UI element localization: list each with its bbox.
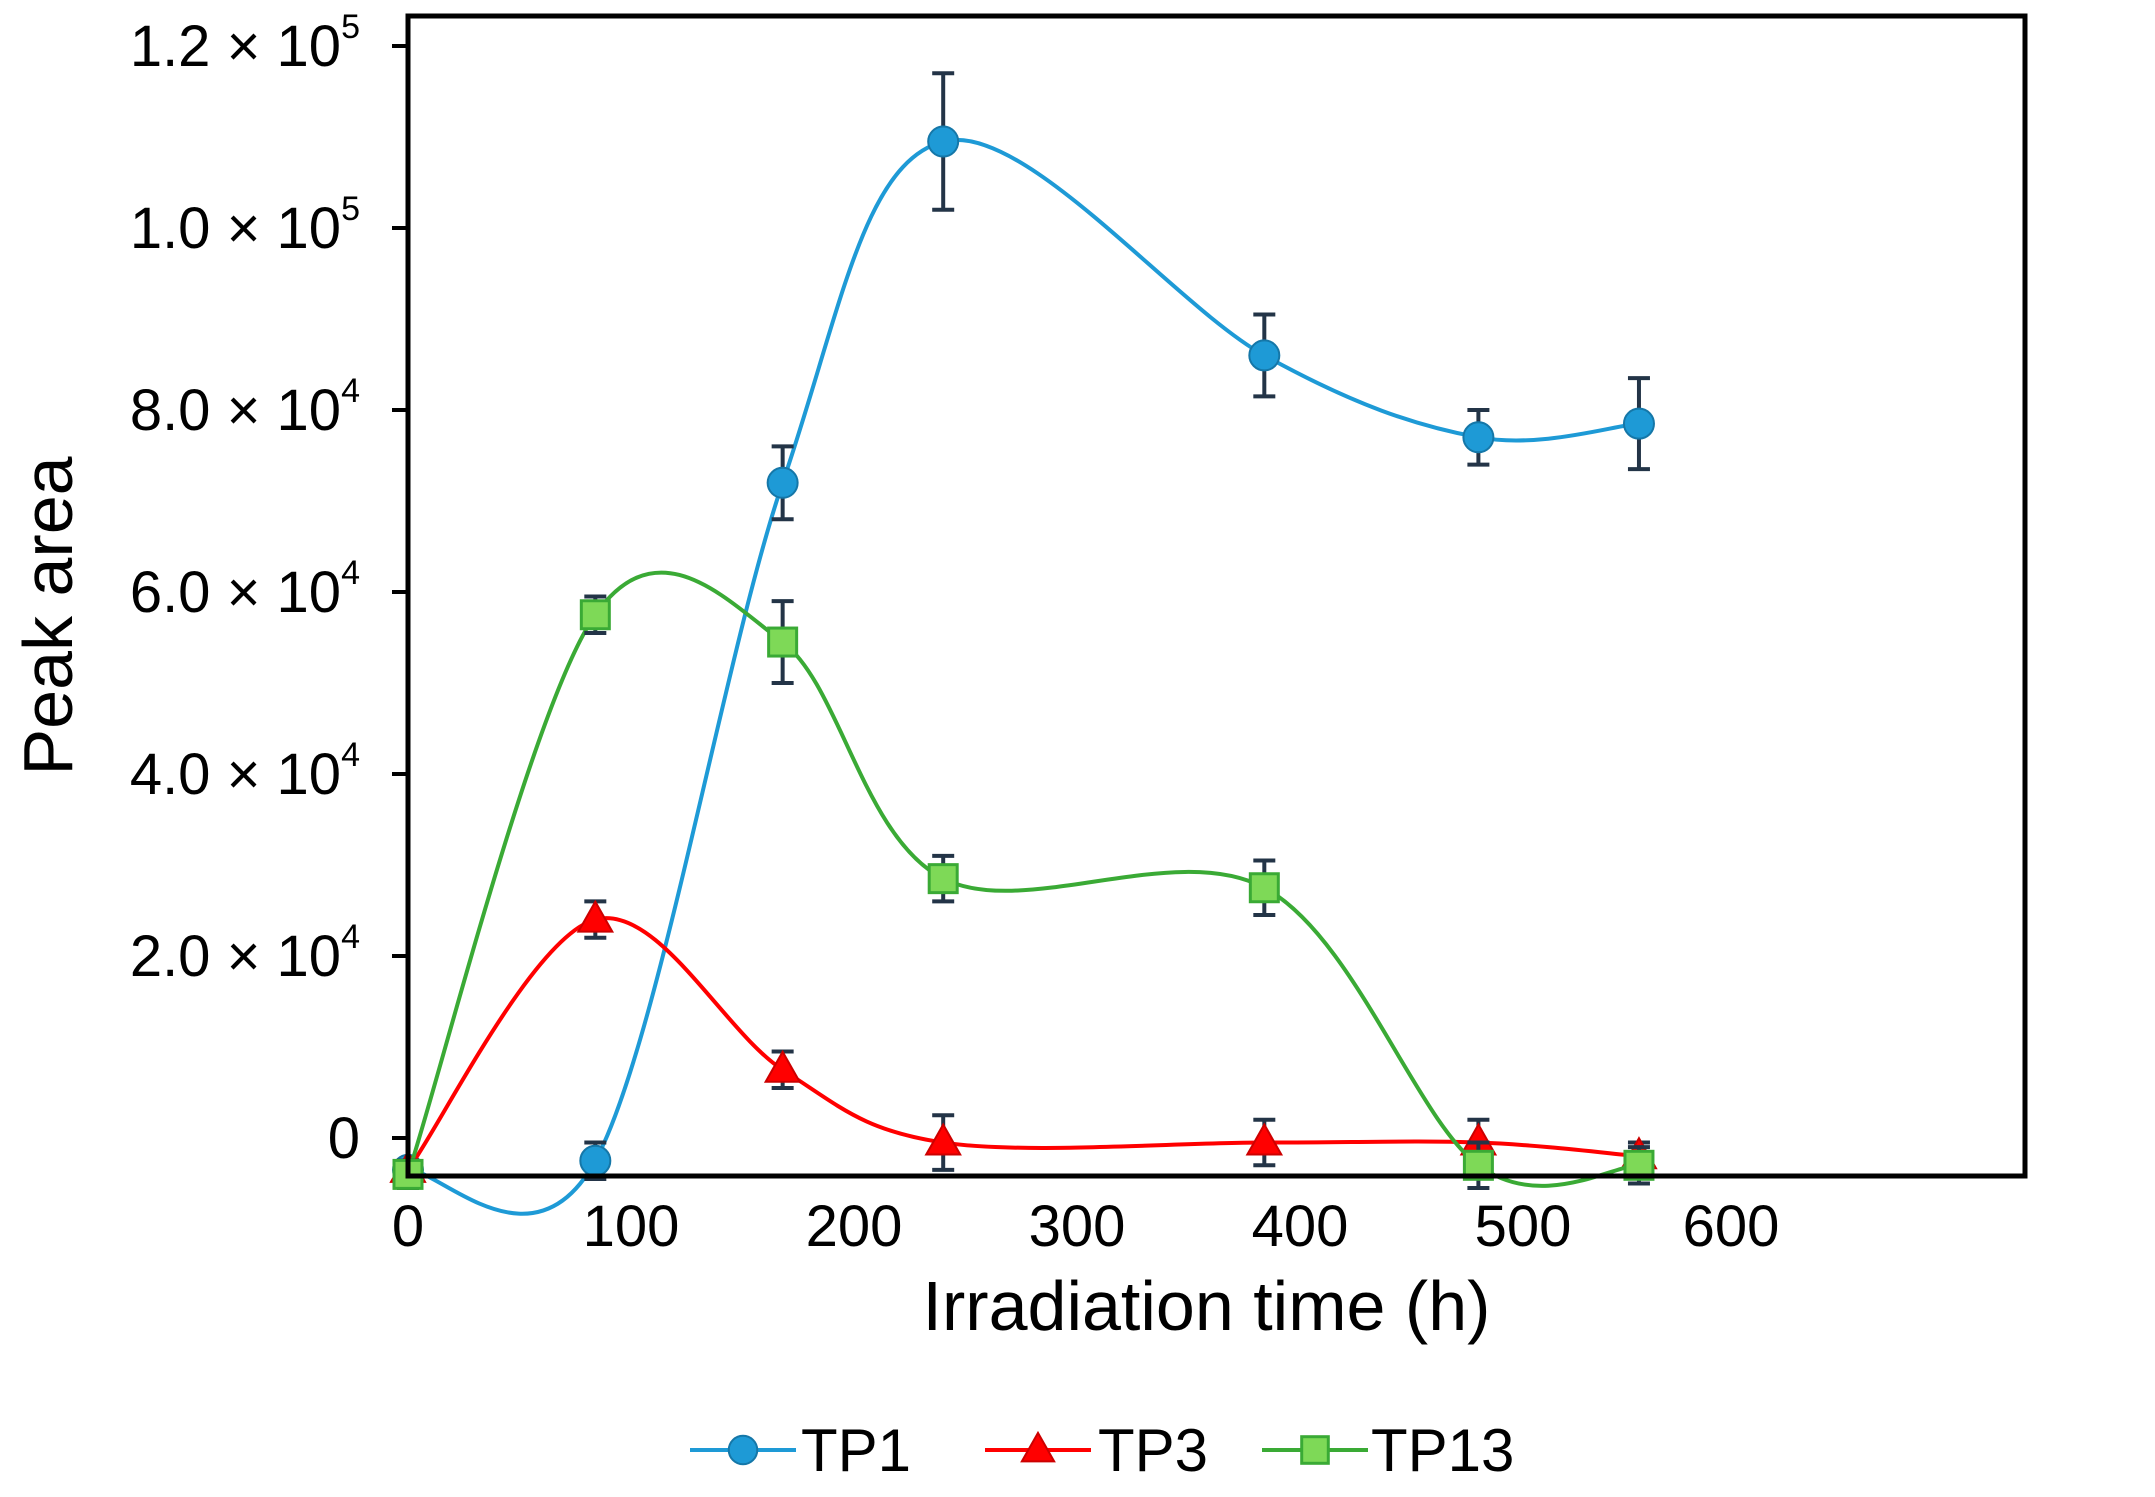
data-point [927,125,960,158]
data-point [576,899,615,933]
y-tick-mantissa: 1.0 [130,196,211,261]
x-axis: 0 100 200 300 400 500 600 [392,1194,1780,1259]
x-tick-label: 300 [1029,1194,1126,1259]
y-tick-times: × 10 [210,14,341,79]
series-TP3 [389,899,1658,1183]
y-tick-label: 0 [328,1106,360,1171]
series-TP1 [392,71,1655,1216]
series-layer [389,71,1658,1216]
data-point [579,599,611,631]
x-tick-label: 0 [392,1194,424,1259]
y-tick-mantissa: 1.2 [130,14,211,79]
legend-marker [1300,1435,1330,1465]
x-tick-label: 100 [583,1194,680,1259]
legend-marker [727,1434,759,1466]
y-tick-label: 1.2 × 105 [130,8,360,79]
data-point [579,1144,612,1177]
y-tick-mantissa: 4.0 [130,742,211,807]
data-point [1248,339,1281,372]
data-point [924,1122,962,1156]
y-tick-times: × 10 [210,560,341,625]
y-tick-exponent: 4 [341,554,360,592]
legend-label: TP13 [1371,1417,1514,1484]
x-tick-label: 400 [1252,1194,1349,1259]
legend-marker [1020,1430,1056,1463]
data-point [927,863,959,895]
plot-area-frame [405,13,2028,1179]
data-point [1462,421,1495,454]
y-tick-mantissa: 2.0 [130,924,211,989]
data-point [767,626,799,658]
data-point [766,466,799,499]
y-tick-mantissa: 8.0 [130,378,211,443]
series-line [407,137,1640,1216]
data-point [1622,407,1655,440]
y-tick-label: 2.0 × 104 [130,918,360,989]
y-tick-label: 1.0 × 105 [130,190,360,261]
y-tick-exponent: 4 [341,372,360,410]
y-tick-exponent: 4 [341,918,360,956]
series-line [406,916,1640,1172]
y-tick-exponent: 4 [341,736,360,774]
y-tick-exponent: 5 [341,190,360,228]
series-TP13 [392,570,1655,1191]
legend-label: TP1 [801,1417,911,1484]
y-axis-title: Peak area [9,456,87,775]
y-tick-times: × 10 [210,742,341,807]
y-tick-times: × 10 [210,378,341,443]
y-tick-times: × 10 [210,924,341,989]
data-point [1245,1122,1284,1156]
legend-item-TP13: TP13 [1262,1417,1514,1484]
legend-item-TP1: TP1 [690,1417,911,1484]
y-tick-mantissa: 6.0 [130,560,211,625]
y-tick-times: × 10 [210,196,341,261]
x-tick-label: 200 [806,1194,903,1259]
y-tick-mantissa: 0 [328,1106,360,1171]
x-tick-label: 600 [1683,1194,1780,1259]
y-tick-label: 6.0 × 104 [130,554,360,625]
legend-label: TP3 [1098,1417,1208,1484]
y-tick-exponent: 5 [341,8,360,46]
y-tick-label: 8.0 × 104 [130,372,360,443]
x-axis-title: Irradiation time (h) [923,1267,1491,1345]
series-line [406,570,1640,1188]
legend: TP1 TP3 TP13 [690,1417,1514,1484]
data-point [763,1049,802,1083]
y-tick-label: 4.0 × 104 [130,736,360,807]
data-point [1248,872,1280,904]
legend-item-TP3: TP3 [985,1417,1208,1484]
x-tick-label: 500 [1475,1194,1572,1259]
